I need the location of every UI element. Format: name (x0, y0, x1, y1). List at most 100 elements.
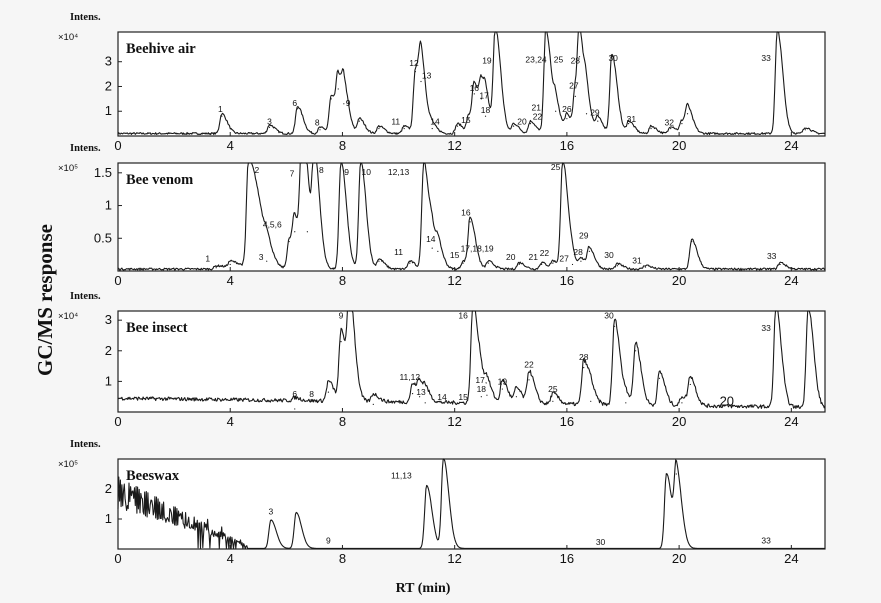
peak-point (670, 127, 672, 130)
scale-label: ×10⁵ (58, 163, 78, 174)
peak-label: 3 (259, 252, 264, 262)
peak-label: 30 (604, 250, 614, 260)
peak-point (675, 473, 677, 475)
peak-label: 11,12 (399, 372, 420, 382)
peak-label: 18 (477, 384, 487, 394)
peak-label: 20 (517, 116, 527, 126)
panel-title: Bee insect (126, 320, 188, 336)
peak-point (689, 383, 691, 386)
peak-point (442, 458, 445, 460)
peak-label: 28 (573, 247, 583, 257)
peak-point (372, 403, 374, 405)
x-tick-label: 8 (339, 551, 346, 566)
peak-label: 29 (590, 108, 600, 118)
peak-point (319, 129, 321, 131)
x-tick-label: 0 (114, 273, 121, 288)
peak-point (462, 262, 464, 264)
y-tick-label: 3 (105, 54, 112, 69)
peak-label: 27 (559, 253, 569, 263)
peak-label: 25 (551, 162, 561, 172)
peak-point (348, 310, 351, 312)
peak-point (473, 93, 475, 95)
peak-label: 17, (475, 375, 487, 385)
peak-point (658, 377, 661, 379)
peak-label: 15 (458, 392, 468, 402)
peak-label: 31 (632, 255, 642, 265)
peak-point (420, 80, 422, 83)
peak-point (418, 396, 421, 398)
x-tick-label: 24 (784, 273, 798, 288)
y-tick-label: 1 (105, 103, 112, 118)
peak-label: 9 (344, 167, 349, 177)
peak-label: 22 (533, 111, 543, 121)
x-tick-label: 8 (339, 414, 346, 429)
peak-point (552, 400, 554, 402)
x-tick-label: 0 (114, 414, 121, 429)
peak-label: 16 (458, 311, 468, 321)
chromatogram-trace (117, 310, 826, 410)
x-tick-label: 4 (227, 273, 234, 288)
peak-label: 18 (481, 105, 491, 115)
peak-point (247, 162, 250, 164)
peak-point (480, 98, 482, 100)
peak-point (360, 162, 362, 164)
annotation-label: 20 (720, 393, 734, 408)
intensity-label: Intens. (70, 291, 101, 302)
peak-point (545, 31, 547, 33)
peak-label: 32 (665, 118, 675, 128)
peak-label: 12 (409, 58, 419, 68)
chromatogram-trace (117, 458, 825, 550)
peak-label: 20 (506, 252, 516, 262)
x-axis-title: RT (min) (396, 581, 451, 596)
peak-label: 29 (579, 231, 589, 241)
peak-label: 2 (255, 165, 260, 175)
x-tick-label: 20 (672, 273, 686, 288)
peak-point (414, 71, 416, 73)
peak-label: 13 (422, 71, 432, 81)
peak-label: 3 (267, 116, 272, 126)
y-axis-title: GC/MS response (33, 224, 57, 376)
peak-point (686, 113, 689, 115)
peak-label: 17 (479, 90, 489, 100)
peak-label: 9 (346, 98, 351, 108)
peak-point (423, 162, 425, 164)
peak-point (635, 350, 637, 352)
intensity-label: Intens. (70, 439, 101, 450)
peak-label: 28 (571, 56, 581, 66)
peak-point (650, 127, 652, 130)
peak-point (494, 31, 496, 33)
y-tick-label: 1 (105, 198, 112, 213)
intensity-label: Intens. (70, 143, 101, 154)
peak-point (472, 310, 474, 312)
peak-point (306, 231, 308, 233)
scale-label: ×10⁵ (58, 459, 78, 470)
x-tick-label: 20 (672, 138, 686, 153)
x-tick-label: 20 (672, 551, 686, 566)
y-tick-label: 2 (105, 481, 112, 496)
peak-point (776, 31, 778, 33)
x-tick-label: 8 (339, 138, 346, 153)
peak-point (301, 162, 303, 164)
peak-label: 1 (218, 104, 223, 114)
x-tick-label: 20 (672, 414, 686, 429)
peak-label: 14 (430, 116, 440, 126)
panel-3: 0 4 8 12 16 20 2412Intens.×10⁵Beeswax3911,1330… (58, 439, 826, 566)
peak-label: 28 (579, 352, 589, 362)
peak-point (468, 118, 470, 120)
peak-point (512, 125, 515, 127)
peak-label: 21 (528, 252, 538, 262)
peak-point (804, 129, 806, 131)
chromatogram-trace (117, 31, 826, 136)
peak-label: 8 (309, 389, 314, 399)
peak-point (409, 262, 411, 264)
peak-label: 21, (532, 103, 544, 113)
peak-label: 19 (498, 377, 508, 387)
peak-point (403, 127, 405, 130)
peak-point (616, 265, 618, 267)
peak-point (288, 240, 290, 243)
peak-point (775, 310, 777, 312)
peak-point (343, 103, 345, 105)
x-tick-label: 16 (560, 551, 574, 566)
